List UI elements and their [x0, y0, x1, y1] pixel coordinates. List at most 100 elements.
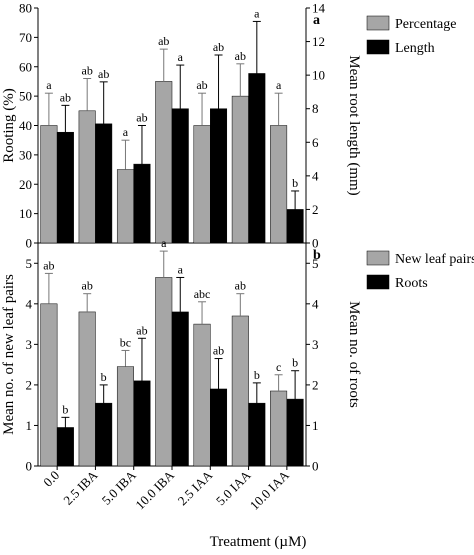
grey-bar [270, 125, 288, 244]
legend-label: New leaf pairs [395, 252, 474, 267]
significance-label: ab [98, 67, 109, 81]
y-tick-label: 70 [19, 30, 32, 45]
black-bar [248, 73, 266, 244]
legend-label: Percentage [395, 17, 456, 32]
panel-a-rooting-chart: 0 10 20 30 40 50 60 70 80 0 2 4 6 8 10 12 14 Rooting (%) M… [1, 1, 456, 251]
black-bar [248, 402, 266, 467]
significance-label: ab [136, 111, 147, 125]
y-tick-label: 3 [26, 337, 33, 352]
significance-label: a [276, 78, 282, 92]
legend-swatch [366, 250, 390, 266]
y2-tick-label: 2 [312, 202, 319, 217]
y2-tick-label: 0 [312, 236, 319, 251]
y2-tick-label: 3 [312, 337, 319, 352]
y-tick-label: 4 [26, 296, 33, 311]
y-tick-label: 5 [26, 256, 33, 271]
significance-label: b [292, 176, 298, 190]
y-tick-label: 2 [26, 377, 33, 392]
significance-label: ab [60, 90, 71, 104]
x-tick-label: 0.0 [40, 468, 62, 490]
significance-label: ab [235, 49, 246, 63]
y-tick-label: 60 [19, 59, 32, 74]
y2-tick-label: 8 [312, 101, 319, 116]
significance-label: c [276, 360, 281, 374]
significance-label: ab [82, 279, 93, 293]
significance-label: ab [213, 344, 224, 358]
x-axis-title: Treatment (µM) [210, 534, 307, 550]
legend-swatch [366, 274, 390, 290]
significance-label: ab [43, 258, 54, 272]
significance-label: ab [158, 34, 169, 48]
significance-label: ab [82, 64, 93, 78]
y2-axis-title: Mean no. of roots [346, 301, 362, 408]
y2-tick-label: 5 [312, 256, 319, 271]
grey-bar [40, 125, 58, 244]
significance-label: a [254, 6, 260, 20]
y-tick-label: 20 [19, 177, 32, 192]
legend-swatch [366, 15, 390, 31]
grey-bar [78, 311, 96, 467]
grey-bar [40, 303, 58, 467]
x-tick-label: 10.0 IBA [132, 467, 177, 512]
significance-label: ab [213, 40, 224, 54]
black-bar [286, 398, 304, 467]
significance-label: ab [235, 279, 246, 293]
significance-label: a [178, 50, 184, 64]
black-bar [133, 380, 151, 467]
significance-label: abc [194, 287, 211, 301]
grey-bar [231, 315, 249, 467]
y2-tick-label: 1 [312, 418, 319, 433]
legend-label: Roots [395, 276, 428, 291]
y2-axis-title: Mean root length (mm) [346, 55, 362, 195]
y-tick-label: 80 [19, 1, 32, 16]
black-bar [56, 131, 74, 244]
legend-label: Length [395, 41, 435, 56]
y2-tick-label: 6 [312, 135, 319, 150]
y2-tick-label: 2 [312, 377, 319, 392]
y2-tick-label: 14 [312, 1, 326, 16]
black-bar [56, 427, 74, 467]
y2-tick-label: 12 [312, 34, 325, 49]
significance-label: b [292, 356, 298, 370]
grey-bar [155, 81, 173, 244]
y2-tick-label: 4 [312, 296, 319, 311]
black-bar [133, 163, 151, 244]
significance-label: b [254, 368, 260, 382]
x-tick-label: 10.0 IAA [247, 467, 293, 513]
grey-bar [116, 366, 134, 467]
y2-tick-label: 4 [312, 168, 319, 183]
y-axis-title: Rooting (%) [1, 88, 17, 163]
black-bar [171, 311, 189, 467]
y-tick-label: 50 [19, 89, 32, 104]
significance-label: a [46, 78, 52, 92]
grey-bar [231, 95, 249, 244]
x-tick-label: 2.5 IBA [60, 467, 101, 508]
panel-label: b [313, 248, 321, 263]
y-tick-label: 10 [19, 206, 32, 221]
significance-label: bc [120, 335, 131, 349]
y-axis-title: Mean no. of new leaf pairs [1, 274, 17, 435]
x-tick-label: 2.5 IAA [175, 467, 216, 508]
significance-label: ab [136, 323, 147, 337]
y-tick-label: 0 [26, 236, 33, 251]
y2-tick-label: 0 [312, 459, 319, 474]
significance-label: b [101, 370, 107, 384]
y2-tick-label: 10 [312, 68, 325, 83]
black-bar [286, 209, 304, 244]
y-tick-label: 0 [26, 459, 33, 474]
black-bar [210, 388, 228, 467]
legend-swatch [366, 39, 390, 55]
significance-label: b [62, 402, 68, 416]
grey-bar [193, 323, 211, 467]
significance-label: a [123, 125, 129, 139]
y-tick-label: 1 [26, 418, 33, 433]
grey-bar [116, 169, 134, 244]
y-tick-label: 30 [19, 147, 32, 162]
grey-bar [270, 390, 288, 467]
y-tick-label: 40 [19, 118, 32, 133]
significance-label: a [161, 236, 167, 250]
panel-b-leaf-root-chart: 0 1 2 3 4 5 0 1 2 3 4 5 Mean no. of new leaf pairs Me… [1, 236, 474, 513]
grey-bar [155, 277, 173, 467]
black-bar [95, 123, 113, 244]
